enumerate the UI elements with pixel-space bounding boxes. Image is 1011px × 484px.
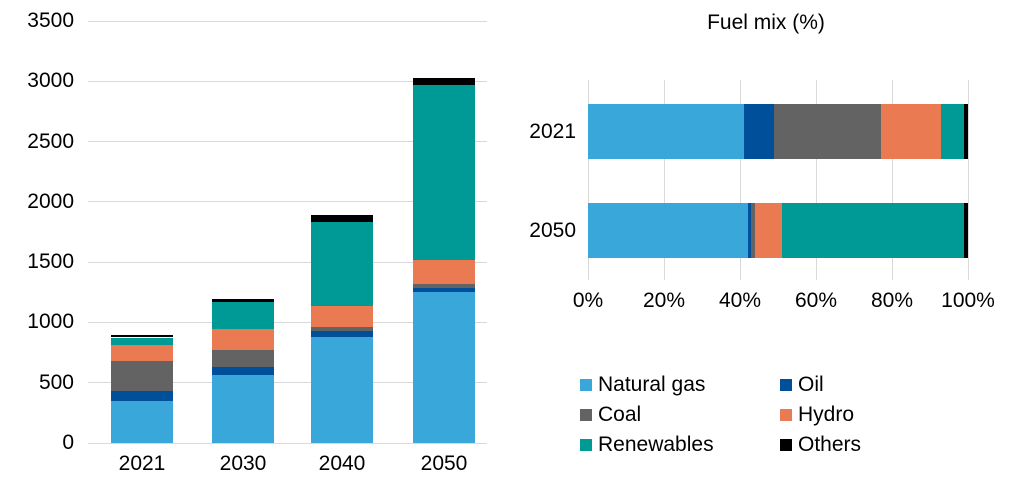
- x-tick-label: 100%: [941, 289, 995, 312]
- x-gridline: [891, 80, 893, 280]
- segment-hydro-2021: [111, 344, 173, 361]
- legend-item-natural-gas: Natural gas: [580, 374, 780, 396]
- x-tick-label: 80%: [870, 289, 914, 312]
- category-label: 2021: [529, 119, 576, 143]
- x-tick-label: 2050: [420, 452, 468, 475]
- legend-item-renewables: Renewables: [580, 434, 780, 456]
- segment-others-2050: [964, 203, 968, 258]
- legend-label: Others: [798, 433, 862, 456]
- segment-hydro-2040: [311, 305, 373, 328]
- y-tick-label: 3000: [27, 69, 74, 93]
- segment-renewables-2021: [941, 104, 965, 159]
- legend-swatch-others: [780, 439, 792, 451]
- segment-coal-2050: [751, 203, 756, 258]
- segment-coal-2050: [413, 284, 475, 289]
- x-tick-label: 40%: [718, 289, 762, 312]
- y-tick-label: 2500: [27, 129, 74, 153]
- y-gridline: [88, 80, 487, 82]
- y-gridline: [88, 442, 487, 444]
- x-gridline: [967, 80, 969, 280]
- legend-item-oil: Oil: [780, 374, 861, 396]
- segment-hydro-2021: [880, 104, 942, 159]
- y-tick-label: 1500: [27, 250, 74, 274]
- y-gridline: [88, 261, 487, 263]
- segment-others-2021: [111, 335, 173, 338]
- segment-oil-2050: [413, 288, 475, 293]
- segment-others-2021: [964, 104, 968, 159]
- segment-hydro-2050: [755, 203, 782, 258]
- segment-others-2050: [413, 77, 475, 85]
- y-tick-label: 3500: [27, 9, 74, 32]
- x-tick-label: 2021: [118, 452, 166, 475]
- legend-label: Renewables: [598, 433, 714, 456]
- segment-oil-2021: [111, 391, 173, 401]
- fuel-mix-chart-title: Fuel mix (%): [707, 11, 825, 34]
- y-tick-label: 500: [38, 370, 74, 394]
- x-gridline: [739, 80, 741, 280]
- y-gridline: [88, 382, 487, 384]
- legend: Natural gas Oil Coal Hydro Renewables Others: [580, 370, 861, 460]
- x-gridline: [587, 80, 589, 280]
- fuel-mix-chart: 0% 20% 40% 60% 80% 100% 2021 2050: [505, 0, 1011, 484]
- legend-label: Natural gas: [598, 373, 706, 396]
- segment-renewables-2050: [781, 203, 965, 258]
- y-gridline: [88, 141, 487, 143]
- x-gridline: [815, 80, 817, 280]
- legend-label: Coal: [598, 403, 642, 426]
- legend-swatch-coal: [580, 409, 592, 421]
- segment-hydro-2030: [212, 329, 274, 350]
- segment-oil-2050: [747, 203, 752, 258]
- segment-coal-2040: [311, 327, 373, 332]
- legend-swatch-natural-gas: [580, 379, 592, 391]
- segment-renewables-2021: [111, 337, 173, 345]
- legend-label: Oil: [798, 373, 824, 396]
- segment-oil-2040: [311, 331, 373, 337]
- x-tick-label: 2030: [219, 452, 267, 475]
- y-tick-label: 0: [62, 431, 74, 454]
- segment-coal-2021: [774, 104, 881, 159]
- y-tick-label: 2000: [27, 189, 74, 213]
- legend-item-others: Others: [780, 434, 861, 456]
- segment-renewables-2040: [311, 222, 373, 306]
- y-gridline: [88, 201, 487, 203]
- segment-natural-gas-2050: [588, 203, 748, 258]
- segment-natural-gas-2050: [413, 292, 475, 443]
- segment-others-2040: [311, 215, 373, 223]
- y-gridline: [88, 321, 487, 323]
- category-label: 2050: [529, 218, 576, 242]
- x-tick-label: 60%: [794, 289, 838, 312]
- x-tick-label: 2040: [318, 452, 366, 475]
- y-gridline: [88, 20, 487, 22]
- legend-swatch-oil: [780, 379, 792, 391]
- segment-oil-2030: [212, 367, 274, 376]
- x-tick-label: 0%: [572, 289, 604, 312]
- segment-natural-gas-2040: [311, 336, 373, 443]
- segment-hydro-2050: [413, 260, 475, 285]
- x-tick-label: 20%: [642, 289, 686, 312]
- segment-natural-gas-2030: [212, 375, 274, 443]
- legend-item-hydro: Hydro: [780, 404, 861, 426]
- y-tick-label: 1000: [27, 310, 74, 334]
- legend-label: Hydro: [798, 403, 855, 426]
- legend-swatch-hydro: [780, 409, 792, 421]
- segment-natural-gas-2021: [588, 104, 744, 159]
- legend-item-coal: Coal: [580, 404, 780, 426]
- segment-others-2030: [212, 298, 274, 302]
- segment-coal-2021: [111, 361, 173, 392]
- generation-stacked-column-chart: 0 500 1000 1500 2000 2500 3000 3500 2021 2030 2040…: [0, 0, 505, 484]
- segment-natural-gas-2021: [111, 400, 173, 443]
- x-gridline: [663, 80, 665, 280]
- segment-coal-2030: [212, 349, 274, 368]
- segment-oil-2021: [743, 104, 775, 159]
- segment-renewables-2030: [212, 301, 274, 330]
- legend-swatch-renewables: [580, 439, 592, 451]
- segment-renewables-2050: [413, 84, 475, 261]
